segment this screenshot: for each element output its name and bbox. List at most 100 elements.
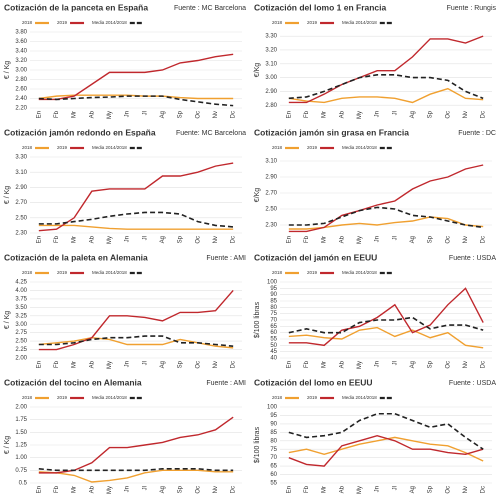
y-tick-label: 45 (270, 349, 277, 355)
x-tick-label: Nv (213, 236, 219, 243)
y-tick-label: 60 (270, 330, 277, 336)
y-tick-label: 4.00 (15, 288, 27, 294)
y-tick-label: 2.20 (15, 106, 27, 112)
y-tick-label: 2.50 (15, 339, 27, 345)
x-tick-label: En (36, 236, 42, 243)
x-tick-label: My (357, 111, 363, 119)
y-tick-label: 3.30 (265, 34, 277, 40)
y-tick-label: 2.80 (265, 103, 277, 109)
x-tick-label: Jn (125, 486, 131, 492)
chart-title: Cotización del tocino en Alemania (4, 377, 142, 387)
x-tick-label: Jl (142, 486, 148, 490)
y-tick-label: 1.75 (15, 417, 27, 423)
x-tick-label: En (286, 111, 292, 118)
x-tick-label: Mr (322, 236, 328, 243)
y-tick-label: 3.30 (15, 155, 27, 161)
y-tick-label: 3.60 (15, 39, 27, 45)
x-tick-label: Fb (54, 485, 60, 493)
chart-source: Fuente : DC (458, 130, 496, 137)
x-tick-label: Nv (463, 236, 469, 243)
y-tick-label: 2.90 (265, 175, 277, 181)
y-tick-label: 40 (270, 356, 277, 362)
legend-label: Media 2014/2018 (342, 395, 377, 400)
y-tick-label: 50 (270, 343, 277, 349)
chart-source: Fuente : AMI (206, 255, 246, 262)
x-tick-label: My (357, 236, 363, 244)
y-tick-label: 65 (270, 464, 277, 470)
x-tick-label: Jl (392, 236, 398, 240)
series-line (288, 206, 484, 229)
legend-label: 2018 (22, 20, 33, 25)
y-tick-label: 75 (270, 311, 277, 317)
x-tick-label: Sp (178, 235, 184, 243)
x-tick-label: My (107, 361, 113, 369)
chart-source: Fuente : USDA (449, 380, 496, 387)
y-tick-label: 70 (270, 318, 277, 324)
legend-label: 2019 (57, 145, 68, 150)
x-tick-label: Jl (392, 111, 398, 115)
y-tick-label: 75 (270, 447, 277, 453)
series-line (288, 287, 484, 347)
x-tick-label: Nv (213, 111, 219, 118)
y-axis-label: €/Kg (254, 188, 261, 203)
x-tick-label: Dc (231, 361, 237, 368)
series-line (288, 35, 484, 104)
series-line (38, 162, 234, 232)
x-tick-label: Dc (481, 361, 487, 368)
chart-title: Cotización del lomo 1 en Francia (254, 2, 387, 12)
y-tick-label: 3.40 (15, 49, 27, 55)
legend-label: 2019 (307, 145, 318, 150)
y-tick-label: 60 (270, 472, 277, 478)
legend-label: 2019 (57, 20, 68, 25)
legend-label: 2018 (22, 270, 33, 275)
y-tick-label: 2.40 (15, 96, 27, 102)
chart-title: Cotización jamón redondo en España (4, 127, 156, 137)
y-tick-label: 3.10 (265, 159, 277, 165)
series-line (38, 224, 234, 230)
y-tick-label: 3.00 (15, 322, 27, 328)
y-tick-label: 85 (270, 430, 277, 436)
legend-label: Media 2014/2018 (92, 395, 127, 400)
y-tick-label: 3.50 (15, 305, 27, 311)
x-tick-label: Ag (160, 486, 166, 493)
series-line (38, 335, 234, 347)
x-tick-label: Fb (54, 360, 60, 368)
x-tick-label: Dc (481, 486, 487, 493)
y-tick-label: 95 (270, 286, 277, 292)
x-tick-label: Ab (339, 485, 345, 493)
x-tick-label: Ab (89, 110, 95, 118)
x-tick-label: Oc (195, 111, 201, 119)
y-tick-label: 3.10 (15, 170, 27, 176)
y-tick-label: 2.00 (15, 405, 27, 411)
y-tick-label: 1.50 (15, 430, 27, 436)
x-tick-label: Nv (463, 111, 469, 118)
x-tick-label: Jn (375, 111, 381, 117)
x-tick-label: Sp (178, 360, 184, 368)
legend-label: Media 2014/2018 (342, 145, 377, 150)
y-tick-label: 2.50 (265, 207, 277, 213)
legend-label: Media 2014/2018 (92, 145, 127, 150)
series-line (38, 95, 234, 107)
x-tick-label: Jl (142, 111, 148, 115)
x-tick-label: Sp (428, 235, 434, 243)
series-line (38, 468, 234, 472)
x-tick-label: Oc (195, 486, 201, 494)
legend-label: 2019 (307, 395, 318, 400)
x-tick-label: Mr (72, 111, 78, 118)
x-tick-label: Ag (410, 111, 416, 118)
x-tick-label: Dc (231, 236, 237, 243)
x-tick-label: Nv (213, 361, 219, 368)
y-tick-label: 2.75 (15, 330, 27, 336)
legend-label: Media 2014/2018 (342, 270, 377, 275)
y-tick-label: 2.60 (15, 87, 27, 93)
x-tick-label: Mr (72, 236, 78, 243)
x-tick-label: En (286, 236, 292, 243)
y-tick-label: 2.30 (265, 223, 277, 229)
x-tick-label: Jl (392, 361, 398, 365)
y-tick-label: 3.75 (15, 296, 27, 302)
x-tick-label: My (107, 236, 113, 244)
x-tick-label: Nv (463, 361, 469, 368)
x-tick-label: Sp (178, 110, 184, 118)
x-tick-label: Mr (72, 486, 78, 493)
y-tick-label: 0.5 (19, 481, 28, 487)
